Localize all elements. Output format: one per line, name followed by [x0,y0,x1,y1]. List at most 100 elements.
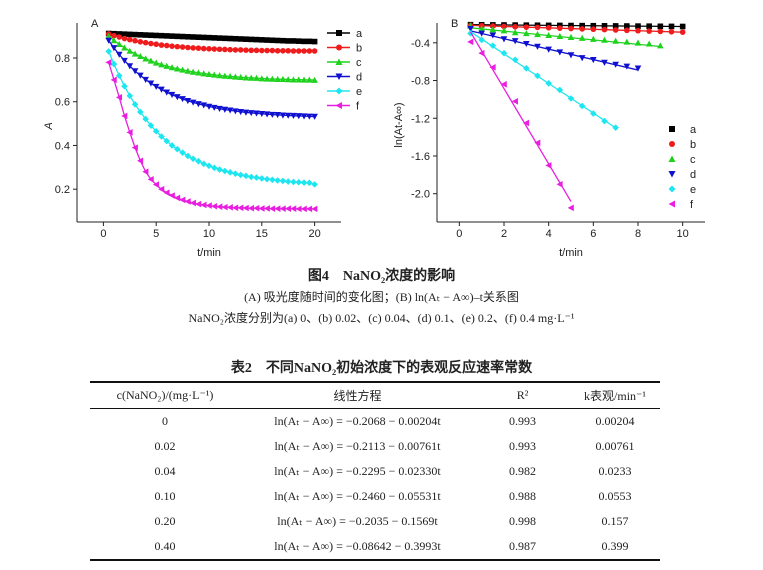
data-point [243,47,249,53]
y-axis-label: ln(At-A∞) [393,102,405,147]
data-point [237,73,244,81]
data-point [306,113,313,120]
cell-k: 0.399 [601,539,629,553]
data-point [158,32,165,39]
data-point [147,80,155,87]
data-point [311,48,318,54]
data-point [311,205,318,213]
data-point [534,43,541,50]
data-point [205,70,213,77]
series-c [467,22,664,49]
data-point [478,49,485,57]
data-point [232,73,239,80]
cell-r2: 0.988 [509,489,536,503]
data-point [210,71,218,78]
cell-equation: ln(Aₜ − A∞) = −0.2035 − 0.1569t [277,514,438,528]
data-point [158,61,165,68]
data-point [221,203,228,211]
data-point [131,144,138,151]
x-tick-label: 5 [153,228,159,240]
data-point [668,28,675,35]
data-point [237,36,244,42]
data-point [195,34,202,41]
series-e [105,48,318,188]
data-point [205,162,213,170]
fit-line [470,30,639,71]
data-point [137,157,144,165]
cell-r2: 0.987 [509,539,536,553]
data-point [232,204,239,212]
data-point [258,175,266,182]
data-point [163,89,171,96]
data-point [657,42,664,49]
data-point [274,205,281,212]
data-point [523,24,530,30]
data-point [247,173,255,181]
cell-equation: ln(Aₜ − A∞) = −0.2295 − 0.02330t [274,464,441,478]
cell-r2: 0.982 [509,464,536,478]
data-point [489,42,497,49]
panel-label: A [91,18,99,30]
data-point [227,46,233,53]
data-point [232,47,239,53]
data-point [253,110,260,117]
data-point [567,95,575,102]
figure-note: NaNO₂浓度分别为(a) 0、(b) 0.02、(c) 0.04、(d) 0.… [188,311,575,325]
data-point [489,64,496,71]
rate-constant-table: c(NaNO₂)/(mg·L⁻¹) 线性方程 R² k表观/min⁻¹ 0 ln(… [90,381,660,561]
series-b [105,31,318,54]
data-point [216,46,223,53]
cell-k: 0.00761 [595,439,635,453]
data-point [511,29,519,36]
x-tick-label: 8 [635,228,641,240]
data-point [601,23,608,29]
data-point [545,25,552,31]
data-point [247,110,255,117]
cell-r2: 0.993 [509,414,536,428]
data-point [189,155,197,163]
data-point [601,117,608,125]
data-point [105,48,112,55]
data-point [132,31,138,38]
data-point [511,97,518,105]
data-point [142,168,149,176]
data-point [523,40,530,48]
legend-label-a: a [690,124,697,136]
data-point [285,38,291,44]
data-point [205,202,212,209]
legend-label-f: f [356,101,360,113]
data-point [189,199,196,207]
data-point [110,45,118,52]
data-point [110,60,118,68]
x-tick-label: 10 [677,228,689,240]
data-point [467,25,474,32]
legend-label-a: a [356,28,363,40]
data-point [646,28,652,34]
data-point [269,111,276,118]
data-point [311,181,318,188]
legend-label-c: c [356,57,362,69]
cell-equation: ln(Aₜ − A∞) = −0.2113 − 0.00761t [274,439,441,453]
data-point [184,98,192,105]
data-point [195,157,202,165]
data-point [210,104,218,111]
data-point [216,203,223,210]
data-point [500,49,508,57]
data-point [306,205,313,213]
data-point [590,22,597,29]
legend-marker [668,171,676,178]
data-point [612,27,619,33]
y-tick-label: 0.6 [55,97,70,109]
data-point [169,43,175,49]
legend-label-d: d [690,169,696,181]
data-point [222,46,228,53]
data-point [290,178,297,186]
data-point [646,23,652,30]
data-point [200,45,207,52]
data-point [121,35,128,42]
data-point [158,133,165,140]
data-point [285,47,292,54]
data-point [295,76,303,83]
data-point [590,35,597,42]
data-point [126,47,134,54]
